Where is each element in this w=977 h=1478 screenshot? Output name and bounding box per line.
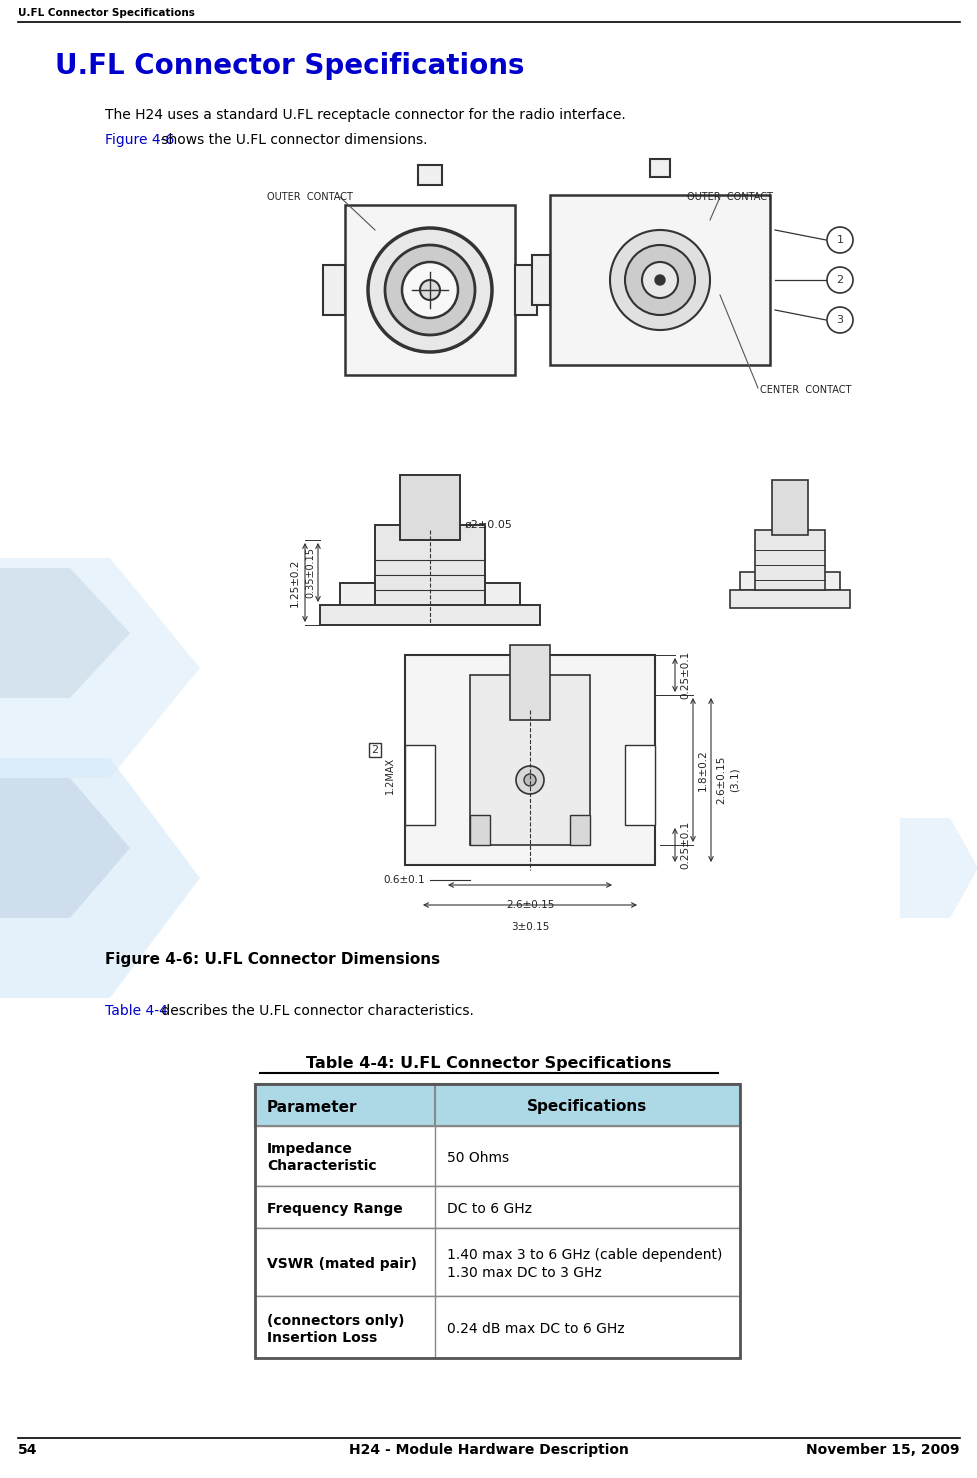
Text: 0.6±0.1: 0.6±0.1 [383,875,425,885]
Bar [470,814,489,845]
Text: 0.25±0.1: 0.25±0.1 [679,820,690,869]
Bar [515,265,536,315]
Text: 1.40 max 3 to 6 GHz (cable dependent): 1.40 max 3 to 6 GHz (cable dependent) [446,1247,722,1262]
Text: 1.2MAX: 1.2MAX [385,757,395,794]
Bar [319,605,539,625]
Circle shape [655,275,664,285]
Bar [509,644,549,720]
Bar [340,582,520,605]
Text: describes the U.FL connector characteristics.: describes the U.FL connector characteris… [157,1004,474,1018]
Circle shape [624,245,695,315]
Text: 2: 2 [371,745,378,755]
Bar [417,166,442,185]
Bar [322,265,345,315]
Bar [255,1083,740,1126]
Text: U.FL Connector Specifications: U.FL Connector Specifications [18,7,194,18]
Text: Figure 4-6: Figure 4-6 [105,133,174,146]
Text: H24 - Module Hardware Description: H24 - Module Hardware Description [349,1443,628,1457]
Circle shape [516,766,543,794]
Polygon shape [0,568,130,698]
Text: VSWR (mated pair): VSWR (mated pair) [267,1256,416,1271]
Text: shows the U.FL connector dimensions.: shows the U.FL connector dimensions. [157,133,427,146]
Circle shape [385,245,475,336]
Text: OUTER  CONTACT: OUTER CONTACT [267,192,353,202]
Bar [404,745,435,825]
Text: Specifications: Specifications [527,1100,647,1114]
Bar [255,1083,740,1358]
Text: 1: 1 [835,235,842,245]
Bar [404,655,655,865]
Circle shape [367,228,491,352]
Circle shape [610,231,709,330]
Text: OUTER  CONTACT: OUTER CONTACT [687,192,772,202]
Bar [729,590,849,607]
Text: U.FL Connector Specifications: U.FL Connector Specifications [55,52,524,80]
Text: Table 4-4: Table 4-4 [105,1004,168,1018]
Bar [255,1228,740,1296]
Bar [754,531,825,590]
Bar [650,160,669,177]
Text: November 15, 2009: November 15, 2009 [806,1443,959,1457]
Text: Impedance: Impedance [267,1142,353,1156]
Text: 0.24 dB max DC to 6 GHz: 0.24 dB max DC to 6 GHz [446,1321,624,1336]
Text: (3.1): (3.1) [729,767,740,792]
Text: 3±0.15: 3±0.15 [510,922,549,933]
Bar [374,525,485,605]
Polygon shape [0,777,130,918]
Text: Table 4-4: U.FL Connector Specifications: Table 4-4: U.FL Connector Specifications [306,1055,671,1072]
Bar [771,480,807,535]
Text: 1.30 max DC to 3 GHz: 1.30 max DC to 3 GHz [446,1267,601,1280]
Text: 1.25±0.2: 1.25±0.2 [290,559,300,606]
Text: 54: 54 [18,1443,37,1457]
Text: DC to 6 GHz: DC to 6 GHz [446,1202,531,1216]
Bar [400,474,459,539]
Text: CENTER  CONTACT: CENTER CONTACT [759,384,851,395]
Text: Characteristic: Characteristic [267,1160,376,1174]
Circle shape [402,262,457,318]
Circle shape [524,774,535,786]
Polygon shape [0,559,199,777]
Text: 0.25±0.1: 0.25±0.1 [679,650,690,699]
Bar [549,195,769,365]
Text: 2: 2 [835,275,843,285]
Circle shape [641,262,677,299]
Text: The H24 uses a standard U.FL receptacle connector for the radio interface.: The H24 uses a standard U.FL receptacle … [105,108,625,123]
Text: (connectors only): (connectors only) [267,1314,404,1327]
Text: 50 Ohms: 50 Ohms [446,1151,509,1165]
Text: Insertion Loss: Insertion Loss [267,1330,377,1345]
Bar [531,256,549,304]
Bar [255,1185,740,1228]
Bar [470,675,589,845]
Circle shape [419,279,440,300]
Polygon shape [0,758,199,998]
Bar [345,205,515,375]
Text: ø2±0.05: ø2±0.05 [464,520,512,531]
Text: Parameter: Parameter [267,1100,358,1114]
Text: 0.35±0.15: 0.35±0.15 [305,547,315,599]
Bar [570,814,589,845]
Text: Figure 4-6: U.FL Connector Dimensions: Figure 4-6: U.FL Connector Dimensions [105,952,440,967]
Text: 1.8±0.2: 1.8±0.2 [698,749,707,791]
Text: 2.6±0.15: 2.6±0.15 [715,755,725,804]
Polygon shape [899,817,977,918]
Bar [255,1126,740,1185]
Bar [740,572,839,590]
Bar [624,745,655,825]
Text: 0.6±0.1: 0.6±0.1 [519,698,560,708]
Text: 2.6±0.15: 2.6±0.15 [505,900,554,910]
Bar [255,1296,740,1358]
Text: 3: 3 [835,315,842,325]
Text: Frequency Range: Frequency Range [267,1202,403,1216]
